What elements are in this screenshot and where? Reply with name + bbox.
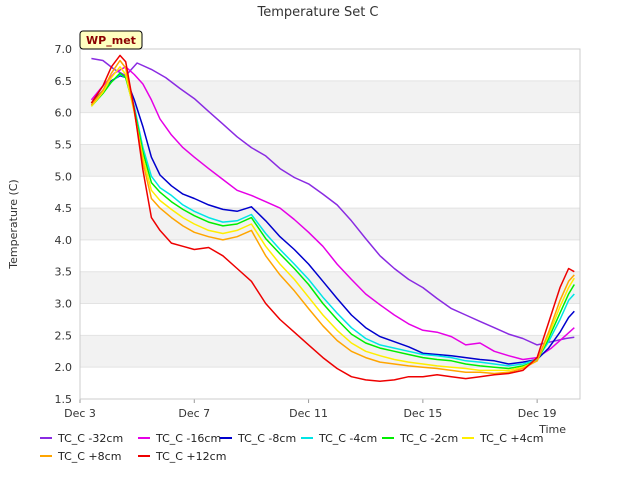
y-tick-label: 2.0 <box>55 361 73 374</box>
legend-item: TC_C -4cm <box>301 432 377 445</box>
x-tick-label: Dec 11 <box>289 407 328 420</box>
grid-band <box>80 80 580 113</box>
series-line <box>90 73 575 367</box>
legend-label: TC_C -16cm <box>155 432 221 445</box>
plot-frame <box>79 48 581 400</box>
legend-item: TC_C +12cm <box>138 450 226 463</box>
x-tick-label: Dec 3 <box>64 407 96 420</box>
grid-band <box>80 49 580 81</box>
y-tick-label: 4.0 <box>55 234 73 247</box>
series-line <box>90 72 575 370</box>
y-tick-label: 3.0 <box>55 298 73 311</box>
x-tick-label: Dec 15 <box>403 407 442 420</box>
grid-band <box>80 367 580 399</box>
grid-band <box>80 271 580 304</box>
legend-item: TC_C -16cm <box>138 432 221 445</box>
station-badge: WP_met <box>79 30 143 50</box>
y-tick-label: 2.5 <box>55 329 73 342</box>
legend-label: TC_C +8cm <box>57 450 121 463</box>
series-line <box>90 66 575 361</box>
legend-label: TC_C -4cm <box>318 432 377 445</box>
legend-item: TC_C -8cm <box>220 432 296 445</box>
legend-label: TC_C -32cm <box>57 432 123 445</box>
y-axis-label: Temperature (C) <box>7 179 20 269</box>
series-lines <box>90 54 575 382</box>
legend-item: TC_C +4cm <box>462 432 543 445</box>
series-line <box>90 54 575 382</box>
y-tick-label: 1.5 <box>55 393 73 406</box>
series-line <box>90 59 575 375</box>
legend-label: TC_C +4cm <box>479 432 543 445</box>
series-line <box>91 57 575 346</box>
legend-item: TC_C +8cm <box>40 450 121 463</box>
y-tick-label: 6.0 <box>55 107 73 120</box>
chart-title: Temperature Set C <box>256 5 378 20</box>
grid-band <box>80 112 580 145</box>
y-tick-label: 5.0 <box>55 170 73 183</box>
legend: TC_C -32cm TC_C -16cm TC_C -8cm TC_C -4cm TC… <box>40 432 543 463</box>
y-tick-label: 7.0 <box>55 43 73 56</box>
grid-band <box>80 303 580 336</box>
x-axis: Dec 3 Dec 7 Dec 11 Dec 15 Dec 19 <box>64 399 557 420</box>
y-tick-label: 3.5 <box>55 266 73 279</box>
grid-band <box>80 144 580 177</box>
legend-label: TC_C -2cm <box>399 432 458 445</box>
station-badge-label: WP_met <box>86 34 136 47</box>
x-axis-label: Time <box>538 423 566 436</box>
y-tick-label: 4.5 <box>55 202 73 215</box>
series-line <box>90 74 575 365</box>
series-line <box>90 66 575 372</box>
x-tick-label: Dec 19 <box>518 407 557 420</box>
y-tick-label: 5.5 <box>55 138 73 151</box>
legend-label: TC_C +12cm <box>155 450 226 463</box>
legend-item: TC_C -2cm <box>382 432 458 445</box>
y-tick-label: 6.5 <box>55 75 73 88</box>
legend-item: TC_C -32cm <box>40 432 123 445</box>
legend-label: TC_C -8cm <box>237 432 296 445</box>
x-tick-label: Dec 7 <box>178 407 210 420</box>
